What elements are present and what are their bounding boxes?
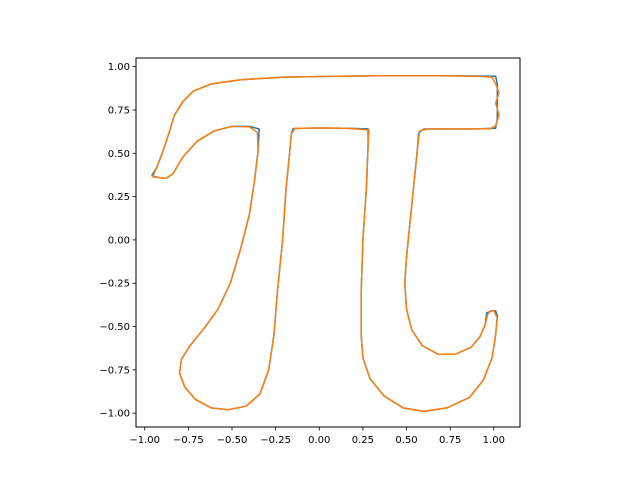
y-tick-label: 0.25 xyxy=(108,192,130,203)
series-layer xyxy=(151,74,500,413)
series-2-line xyxy=(151,74,500,413)
plot-area-frame xyxy=(135,57,521,428)
y-tick-label: −0.75 xyxy=(99,365,130,376)
x-tick-label: 0.00 xyxy=(308,435,330,446)
y-axis-ticks: 1.00 0.75 0.50 0.25 0.00 −0.25 −0.50 −0.75 −1.00 xyxy=(99,62,136,420)
y-tick-label: 0.75 xyxy=(108,105,130,116)
y-tick-label: 1.00 xyxy=(108,62,130,73)
x-tick-label: −0.25 xyxy=(260,435,291,446)
x-tick-label: −0.50 xyxy=(217,435,248,446)
y-tick-label: −1.00 xyxy=(99,409,130,420)
x-tick-label: −1.00 xyxy=(129,435,160,446)
x-tick-label: 0.50 xyxy=(395,435,417,446)
plot-area-background xyxy=(136,58,520,427)
x-tick-label: 0.75 xyxy=(439,435,461,446)
y-tick-label: 0.50 xyxy=(108,149,130,160)
x-axis-ticks: −1.00 −0.75 −0.50 −0.25 0.00 0.25 0.50 0.75 1.00 xyxy=(129,427,505,446)
y-tick-label: −0.50 xyxy=(99,322,130,333)
x-tick-label: 0.25 xyxy=(352,435,374,446)
x-tick-label: 1.00 xyxy=(483,435,505,446)
y-tick-label: −0.25 xyxy=(99,279,130,290)
x-tick-label: −0.75 xyxy=(173,435,204,446)
y-tick-label: 0.00 xyxy=(108,235,130,246)
